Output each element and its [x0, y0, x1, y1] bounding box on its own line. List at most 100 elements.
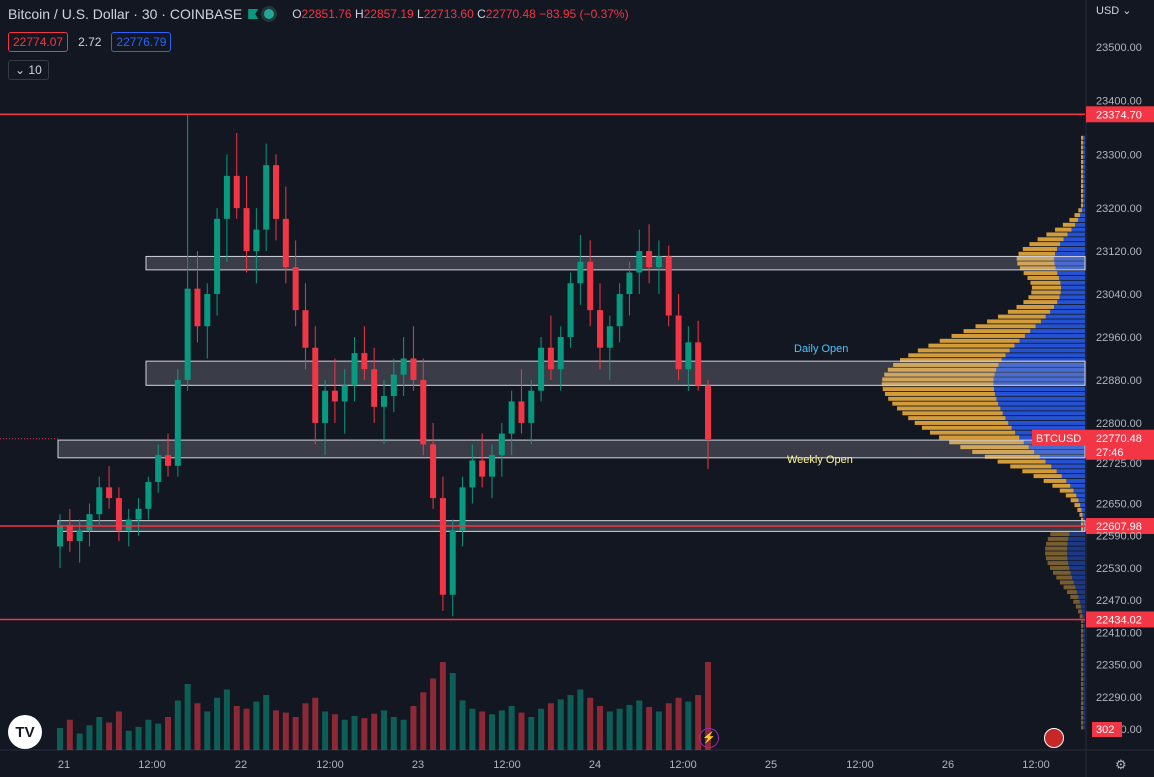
volume-profile-bar-sell: [1049, 565, 1070, 570]
x-tick-label: 26: [942, 759, 954, 771]
candle-body: [655, 256, 662, 268]
indicator-toggle[interactable]: ⌄ 10: [8, 60, 49, 80]
level-price-tag: [1086, 518, 1154, 535]
volume-profile-bar-buy: [1083, 706, 1085, 711]
volume-profile-bar-buy: [1067, 556, 1085, 561]
volume-profile-bar-buy: [1080, 604, 1085, 609]
candle-body: [66, 524, 73, 542]
volume-bar: [361, 718, 368, 750]
x-tick-label: 12:00: [316, 759, 344, 771]
buy-price-button[interactable]: 22776.79: [111, 32, 172, 52]
volume-bar: [243, 708, 250, 750]
countdown-label: 27:46: [1096, 447, 1124, 459]
volume-profile-bar-sell: [1077, 507, 1082, 512]
volume-profile-bar-sell: [1081, 522, 1084, 527]
volume-profile-bar-buy: [1059, 275, 1085, 280]
y-tick-label: 23400.00: [1096, 96, 1142, 108]
volume-profile-bar-buy: [993, 387, 1085, 392]
flag-icon[interactable]: [248, 9, 259, 19]
trade-row: 22774.07 2.72 22776.79: [8, 32, 172, 52]
volume-profile-bar-buy: [1050, 309, 1085, 314]
y-tick-label: 23040.00: [1096, 289, 1142, 301]
volume-profile-bar-buy: [998, 401, 1085, 406]
volume-bar: [86, 725, 93, 750]
level-price-label: 23374.70: [1096, 109, 1142, 121]
volume-profile-bar-sell: [884, 391, 995, 396]
x-tick-label: 12:00: [1022, 759, 1050, 771]
candle-body: [597, 310, 603, 348]
candle-body: [233, 175, 240, 209]
volume-profile-bar-buy: [1083, 135, 1085, 140]
bolt-icon[interactable]: ⚡: [699, 728, 719, 748]
sell-price-button[interactable]: 22774.07: [8, 32, 69, 52]
volume-profile-bar-buy: [1083, 517, 1085, 522]
volume-profile-bar-buy: [1078, 498, 1085, 503]
candle-body: [675, 315, 682, 370]
volume-profile-bar-sell: [1059, 488, 1074, 493]
level-price-tag: [1086, 611, 1154, 628]
volume-profile-bar-buy: [1083, 179, 1085, 184]
volume-profile-bar-buy: [1083, 715, 1085, 720]
level-price-label: 22434.02: [1096, 614, 1142, 626]
symbol-title[interactable]: Bitcoin / U.S. Dollar · 30 · COINBASE: [8, 6, 243, 22]
volume-profile-bar-buy: [1066, 478, 1085, 483]
x-tick-label: 12:00: [669, 759, 697, 771]
volume-profile-bar-sell: [1065, 493, 1077, 498]
y-tick-label: 23200.00: [1096, 203, 1142, 215]
volume-bar: [331, 714, 338, 750]
currency-selector[interactable]: USD ⌄: [1096, 5, 1132, 17]
volume-bar: [184, 684, 191, 750]
volume-profile-bar-sell: [917, 348, 1010, 353]
volume-profile-bar-buy: [994, 372, 1085, 377]
volume-profile-bar-sell: [1018, 251, 1056, 256]
volume-profile-bar-buy: [1078, 594, 1085, 599]
volume-profile-bar-sell: [897, 406, 1001, 411]
gear-icon[interactable]: ⚙: [1115, 757, 1127, 772]
volume-bar: [253, 701, 260, 750]
volume-profile-bar-buy: [1083, 159, 1085, 164]
high-label: H: [354, 7, 364, 21]
candle-body: [86, 514, 93, 531]
volume-profile-bar-buy: [1061, 285, 1085, 290]
volume-profile-bar-sell: [975, 324, 1036, 329]
volume-profile-bar-buy: [1073, 580, 1085, 585]
chevron-down-icon: ⌄: [15, 63, 29, 77]
indicator-count: 10: [28, 63, 42, 77]
volume-profile-bar-sell: [899, 358, 1002, 363]
tradingview-logo-icon[interactable]: TV: [8, 715, 42, 749]
volume-profile-bar-sell: [997, 459, 1046, 464]
candle-body: [469, 460, 476, 488]
volume-profile-bar-buy: [1057, 271, 1085, 276]
candle-body: [626, 272, 633, 295]
candle-body: [371, 369, 378, 407]
volume-profile-bar-sell: [1045, 551, 1068, 556]
candle-body: [636, 251, 643, 273]
candle-body: [312, 347, 319, 423]
volume-profile-bar-buy: [1070, 570, 1085, 575]
volume-profile-bar-buy: [1035, 324, 1085, 329]
symbol-tag-label: BTCUSD: [1036, 433, 1081, 445]
volume-bar: [302, 703, 309, 750]
volume-bar: [312, 697, 319, 750]
candle-body: [96, 487, 103, 515]
volume-profile-bar-sell: [1081, 155, 1084, 160]
candle-body: [263, 165, 270, 230]
volume-profile-bar-buy: [1024, 333, 1085, 338]
volume-profile-bar-buy: [1083, 522, 1085, 527]
volume-profile-bar-buy: [1082, 614, 1085, 619]
volume-bar: [508, 706, 515, 750]
volume-profile-bar-buy: [1083, 184, 1085, 189]
volume-profile-bar-buy: [1054, 261, 1085, 266]
volume-bar: [538, 708, 545, 750]
us-flag-icon[interactable]: [1044, 728, 1064, 748]
volume-profile-bar-sell: [972, 449, 1035, 454]
volume-profile-bar-buy: [1083, 174, 1085, 179]
candle-body: [155, 455, 162, 482]
last-price-label: 22770.48: [1096, 433, 1142, 445]
volume-profile-bar-buy: [1079, 599, 1085, 604]
volume-profile-bar-buy: [1054, 256, 1085, 261]
candle-body: [106, 487, 113, 499]
volume-profile-bar-buy: [1077, 217, 1085, 222]
